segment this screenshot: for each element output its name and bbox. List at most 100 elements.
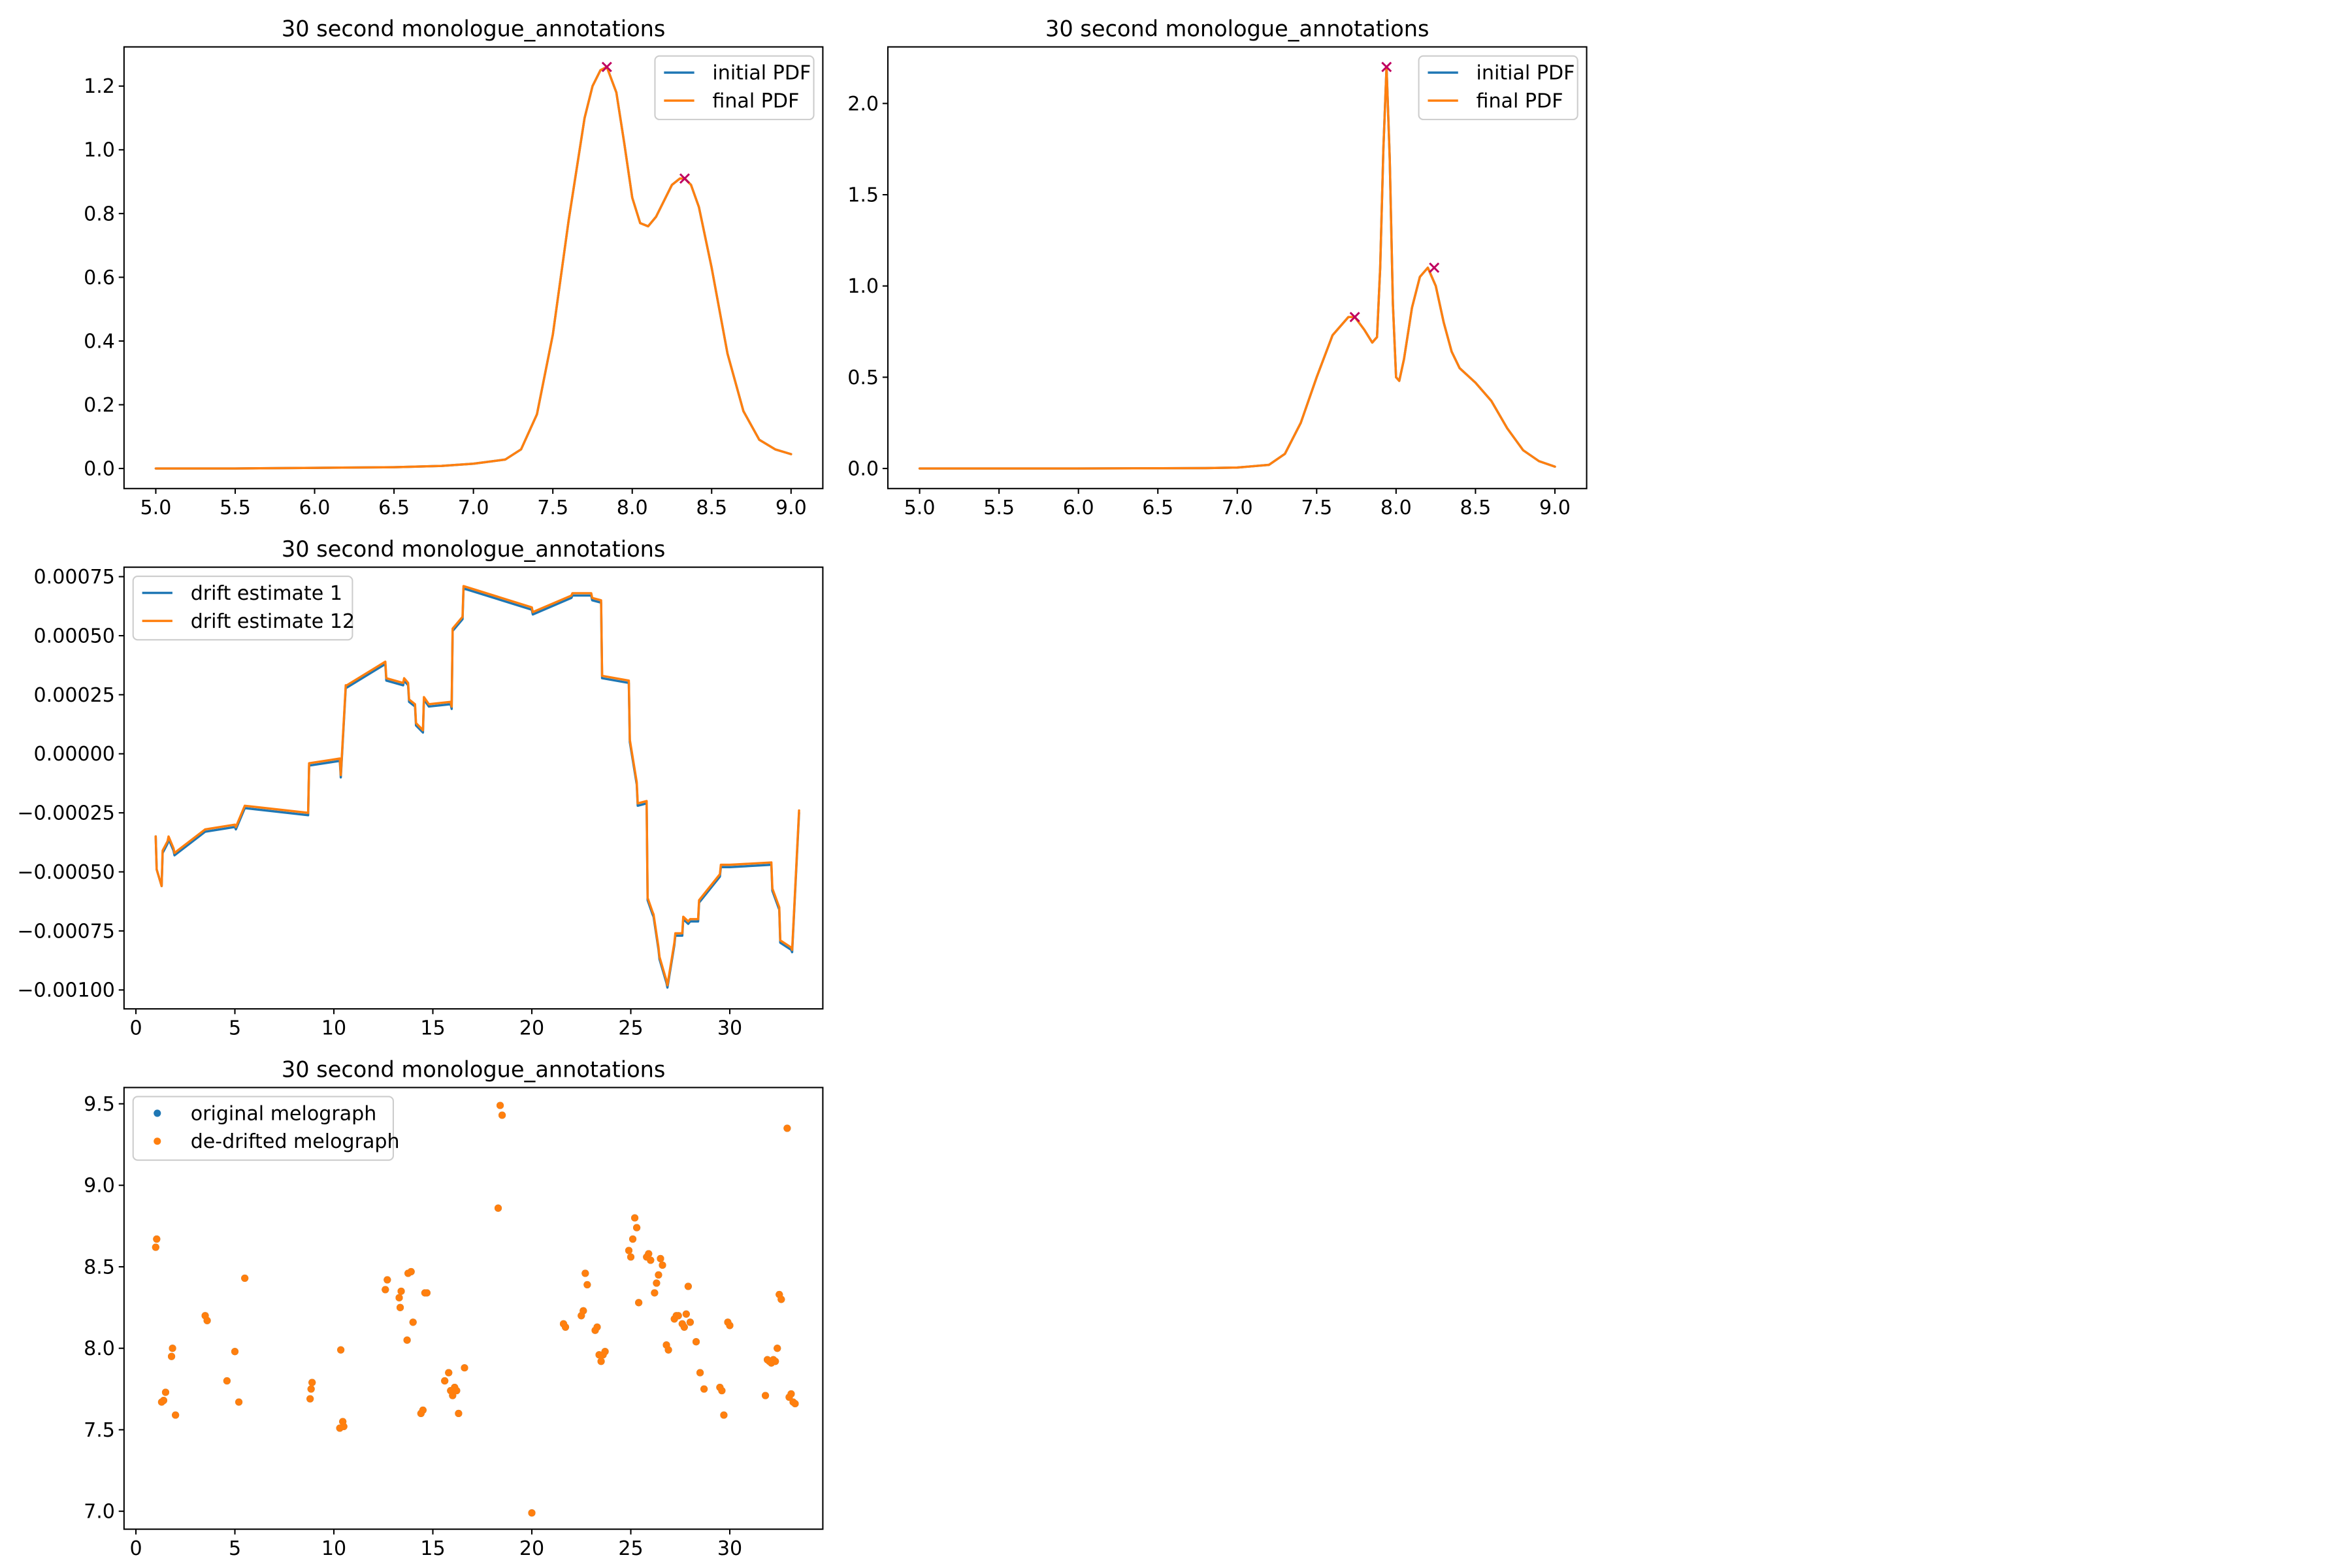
x-tick-label: 5 [229, 1537, 241, 1560]
legend-marker [154, 1109, 161, 1117]
data-point [647, 1256, 655, 1264]
x-tick-label: 6.0 [299, 497, 331, 519]
chart-1: 5.0 5.5 6.0 6.5 7.0 7.5 8.0 8.5 9.0 0.0 0.2 0.4 0.6 0… [84, 16, 824, 519]
y-tick-label: 7.5 [84, 1419, 115, 1442]
data-point [461, 1364, 468, 1372]
legend-box [132, 1096, 394, 1161]
x-tick-label: 8.0 [617, 497, 648, 519]
x-tick-label: 20 [519, 1537, 544, 1560]
data-point [397, 1287, 405, 1295]
data-point [203, 1316, 211, 1324]
data-point [407, 1267, 415, 1276]
data-point [168, 1352, 176, 1360]
data-point [337, 1346, 345, 1354]
axes-frame [123, 1086, 824, 1530]
data-point [655, 1271, 662, 1279]
legend: initial PDF final PDF [654, 55, 815, 120]
x-tick-label: 25 [618, 1537, 643, 1560]
series-line-1 [154, 65, 792, 470]
y-tick-label: 0.00075 [34, 566, 115, 589]
data-point [682, 1310, 690, 1318]
legend-label: final PDF [1477, 90, 1563, 112]
y-tick-label: −0.00025 [17, 802, 115, 825]
x-tick-label: 7.5 [537, 497, 568, 519]
chart-title: 30 second monologue_annotations [282, 1056, 666, 1082]
legend: original melograph de-drifted melograph [132, 1096, 400, 1161]
y-tick-label: 8.5 [84, 1256, 115, 1279]
data-point [631, 1214, 639, 1222]
data-point [583, 1281, 591, 1288]
x-tick-label: 8.5 [696, 497, 727, 519]
series-line-2 [918, 65, 1556, 470]
data-point [340, 1422, 348, 1430]
x-tick-label: 9.0 [776, 497, 807, 519]
data-point [581, 1269, 589, 1277]
y-tick-label: −0.00100 [17, 979, 115, 1002]
y-tick-label: 0.00025 [34, 684, 115, 707]
x-tick-label: 10 [321, 1017, 346, 1040]
x-tick-label: 6.0 [1063, 497, 1094, 519]
data-point [498, 1111, 506, 1119]
legend-label: final PDF [712, 90, 799, 112]
data-point [161, 1388, 170, 1396]
x-tick-label: 15 [420, 1017, 445, 1040]
plot-area [152, 1102, 799, 1517]
peak-marker [1429, 262, 1440, 273]
data-point [645, 1250, 653, 1258]
x-tick-label: 10 [321, 1537, 346, 1560]
data-point [633, 1224, 641, 1232]
series-line-1 [154, 587, 800, 989]
data-point [384, 1276, 391, 1284]
data-point [593, 1323, 601, 1331]
legend-label: drift estimate 1 [191, 582, 342, 605]
x-tick-label: 8.0 [1380, 497, 1412, 519]
x-tick-label: 5 [229, 1017, 241, 1040]
series-line-1 [918, 65, 1556, 470]
y-tick-label: −0.00050 [17, 861, 115, 884]
data-point [453, 1386, 461, 1395]
chart-title: 30 second monologue_annotations [1045, 16, 1429, 42]
y-tick-label: 0.6 [84, 267, 115, 289]
data-point [241, 1274, 249, 1282]
y-tick-label: 0.00000 [34, 743, 115, 766]
data-point [718, 1386, 726, 1395]
data-point [686, 1318, 694, 1326]
data-point [306, 1395, 314, 1403]
x-tick-label: 20 [519, 1017, 544, 1040]
data-point [528, 1509, 536, 1517]
y-tick-label: 0.5 [847, 367, 879, 389]
data-point [449, 1392, 457, 1399]
y-tick-label: 0.4 [84, 330, 115, 353]
plot-area [154, 585, 800, 989]
data-point [659, 1261, 666, 1269]
data-point [720, 1411, 728, 1419]
y-tick-label: 0.0 [84, 457, 115, 480]
legend-box [1418, 55, 1578, 120]
data-point [382, 1286, 389, 1294]
x-tick-label: 8.5 [1460, 497, 1491, 519]
chart-3: 0 5 10 15 20 25 30 −0.00100 −0.00075 −0.00050 −0.0… [17, 536, 824, 1040]
data-point [235, 1398, 243, 1406]
chart-title: 30 second monologue_annotations [282, 16, 666, 42]
x-tick-label: 0 [129, 1017, 142, 1040]
data-point [761, 1392, 770, 1399]
series-line-2 [154, 65, 792, 470]
legend-label: drift estimate 12 [191, 610, 355, 633]
y-tick-label: 8.0 [84, 1337, 115, 1360]
series-line-2 [154, 585, 800, 987]
data-point [153, 1235, 161, 1243]
data-point [152, 1243, 159, 1251]
data-point [692, 1338, 700, 1346]
x-tick-label: 5.0 [140, 497, 172, 519]
x-tick-label: 5.5 [983, 497, 1015, 519]
data-point [684, 1282, 692, 1290]
chart-title: 30 second monologue_annotations [282, 536, 666, 562]
legend-box [654, 55, 815, 120]
x-tick-label: 7.5 [1301, 497, 1332, 519]
data-point [441, 1377, 449, 1385]
data-point [423, 1289, 431, 1297]
data-point [635, 1299, 643, 1307]
y-tick-label: 9.0 [84, 1175, 115, 1198]
data-point [629, 1235, 637, 1243]
data-point [455, 1409, 463, 1418]
